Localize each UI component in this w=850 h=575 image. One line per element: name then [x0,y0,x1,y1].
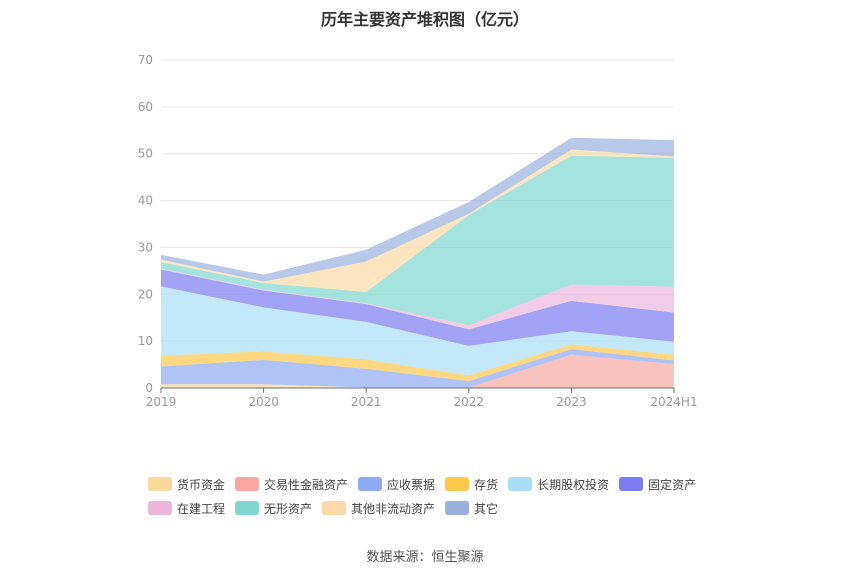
legend-label: 存货 [474,477,499,492]
legend-row: 货币资金 交易性金融资产 应收票据 存货 长期股权投资 固定资产 [148,472,728,496]
x-tick-label: 2020 [248,395,279,409]
series-area [161,286,674,376]
y-tick-label: 10 [138,334,153,348]
series-areas [161,137,674,388]
legend-swatch [235,501,260,515]
legend-item[interactable]: 其他非流动资产 [322,500,435,517]
x-tick-label: 2024H1 [650,395,697,409]
series-area [161,344,674,381]
legend-item[interactable]: 应收票据 [358,476,435,493]
legend: 货币资金 交易性金融资产 应收票据 存货 长期股权投资 固定资产在建工程 无形资产 其他非流动… [148,472,728,520]
x-tick-label: 2023 [556,395,587,409]
legend-item[interactable]: 无形资产 [235,500,312,517]
series-area [161,155,674,326]
legend-swatch [148,477,172,491]
y-tick-label: 60 [138,100,153,114]
series-area [161,269,674,346]
series-area [161,268,674,330]
legend-swatch [358,477,383,491]
legend-item[interactable]: 交易性金融资产 [235,476,348,493]
legend-label: 应收票据 [387,477,436,492]
y-tick-label: 40 [138,194,153,208]
legend-swatch [235,477,260,491]
legend-swatch [148,501,172,515]
legend-label: 固定资产 [648,477,697,492]
x-tick-label: 2019 [146,395,177,409]
legend-item[interactable]: 固定资产 [619,476,696,493]
legend-label: 其他非流动资产 [351,501,436,516]
legend-item[interactable]: 在建工程 [148,500,225,517]
series-area [161,137,674,282]
legend-item[interactable]: 存货 [445,476,498,493]
x-tick-label: 2021 [351,395,382,409]
legend-swatch [445,501,470,515]
legend-label: 货币资金 [177,477,226,492]
legend-label: 无形资产 [264,501,313,516]
series-area [161,354,674,388]
legend-label: 在建工程 [177,501,226,516]
y-tick-label: 0 [145,381,153,395]
legend-swatch [445,477,470,491]
source-note: 数据来源：恒生聚源 [366,550,484,565]
y-tick-label: 20 [138,287,153,301]
legend-swatch [619,477,644,491]
legend-label: 长期股权投资 [537,477,610,492]
series-area [161,384,674,388]
series-area [161,349,674,388]
legend-swatch [322,501,347,515]
y-tick-label: 70 [138,53,153,67]
chart-title: 历年主要资产堆积图（亿元） [320,10,529,29]
legend-label: 交易性金融资产 [264,477,349,492]
legend-item[interactable]: 其它 [445,500,498,517]
axes: 0 10 20 30 40 50 60 70 2019 2020 2021 2022 2023 2024H… [138,53,698,409]
y-tick-label: 50 [138,147,153,161]
legend-row: 在建工程 无形资产 其他非流动资产 其它 [148,496,728,520]
legend-item[interactable]: 长期股权投资 [508,476,609,493]
legend-item[interactable]: 货币资金 [148,476,225,493]
y-tick-label: 30 [138,240,153,254]
legend-label: 其它 [474,501,499,516]
legend-swatch [508,477,533,491]
x-tick-label: 2022 [454,395,485,409]
